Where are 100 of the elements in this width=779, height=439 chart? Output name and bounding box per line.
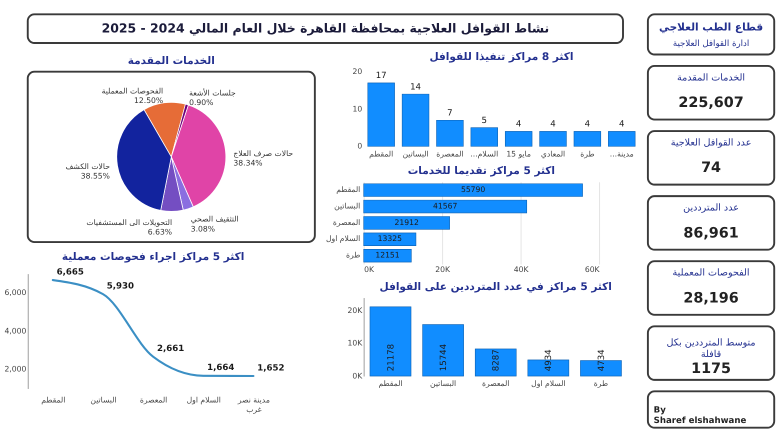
y-tick-label: طرة [346, 250, 360, 260]
bar [367, 82, 395, 147]
data-label: 6,665 [56, 267, 84, 278]
text: 225,607 [678, 95, 744, 112]
y-tick-label: المعصرة [332, 218, 360, 227]
bar [370, 306, 412, 376]
x-tick-label: المعصرة [436, 149, 464, 158]
chart-title: اكثر 8 مراكز تنفيذا للقوافل [430, 51, 574, 64]
data-label: 3.08% [190, 224, 216, 234]
x-tick-label: 40K [514, 265, 530, 274]
data-label: 14 [410, 82, 422, 92]
data-label: 38.55% [80, 172, 110, 181]
chart-title: الخدمات المقدمة [128, 55, 215, 68]
x-tick-label: البساتين [402, 149, 429, 158]
data-label: 15744 [438, 344, 449, 372]
data-label: 2,661 [156, 344, 184, 354]
bar [474, 348, 517, 376]
x-tick-label: طرة [580, 149, 595, 158]
text: ادارة القوافل العلاجية [672, 38, 750, 49]
data-label: 8287 [492, 349, 502, 372]
x-tick-label: المعصرة [482, 379, 510, 388]
slice-label: الفحوصات المعملية [102, 86, 164, 96]
data-label: 55790 [460, 185, 486, 194]
text: عدد المترددين [683, 202, 739, 214]
chart-title: اكثر 5 مراكز اجراء فحوصات معملية [62, 250, 244, 263]
slice-label: جلسات الأشعة [189, 87, 236, 98]
slice-label: التثقيف الصحي [190, 214, 239, 224]
text: عدد القوافل العلاجية [670, 137, 752, 148]
bar [436, 120, 464, 147]
x-tick-label: 15 مايو [506, 149, 531, 158]
data-label: 1,664 [207, 363, 234, 374]
text: متوسط المترددين بكل قافلة [666, 337, 756, 360]
line-series [52, 278, 254, 378]
x-tick-label: السلام اول [531, 379, 566, 388]
x-tick-label: 60K [584, 265, 601, 274]
data-label: 4934 [544, 349, 554, 372]
bar [422, 324, 464, 376]
x-tick-label: المعادي [540, 149, 566, 158]
slice-label: التحويلات الى المستشفيات [86, 218, 172, 227]
chart-title: اكثر 5 مراكز في عدد المترددين على القوافل [380, 280, 612, 293]
data-label: 12151 [375, 250, 400, 260]
x-tick-label: المقطم [41, 395, 66, 404]
bar [470, 127, 498, 147]
data-label: 17 [376, 71, 387, 82]
y-tick-label: 2,000 [4, 364, 26, 374]
data-label: 1,652 [257, 363, 284, 374]
data-label: 4 [516, 120, 522, 130]
text: 74 [701, 160, 722, 176]
bar [608, 131, 636, 147]
data-label: 5 [482, 116, 488, 126]
x-tick-label: ...مدينة [610, 149, 634, 158]
data-label: 38.34% [233, 158, 263, 168]
data-label: 4 [619, 120, 624, 130]
x-tick-label: المعصرة [140, 395, 168, 404]
x-tick-label: البساتين [90, 395, 117, 404]
data-label: 4 [550, 120, 556, 130]
data-label: 6.63% [148, 227, 172, 236]
y-tick-label: 10K [347, 338, 364, 348]
data-label: 4734 [596, 349, 607, 372]
y-tick-label: 10 [352, 104, 362, 114]
text: 1175 [691, 361, 732, 378]
bar [574, 131, 602, 147]
y-tick-label: البساتين [334, 201, 360, 210]
x-tick-label: مدينة نصر غرب [236, 395, 270, 414]
x-tick-label: البساتين [430, 379, 456, 388]
slice-label: حالات الكشف [65, 162, 110, 171]
y-tick-label: 0K [352, 371, 364, 380]
data-label: 5,930 [106, 281, 134, 292]
x-tick-label: 20K [435, 265, 451, 274]
text: نشاط القوافل العلاجية بمحافظة القاهرة خلال العام المالي 2024 - 2025 [102, 20, 550, 36]
data-label: 0.90% [189, 98, 214, 107]
x-tick-label: طرة [594, 379, 608, 388]
chart-title: اكثر 5 مراكز تقديما للخدمات [408, 165, 556, 178]
data-label: 4 [584, 120, 590, 130]
data-label: 7 [447, 108, 453, 118]
y-tick-label: السلام اول [326, 234, 360, 244]
bar [504, 131, 532, 147]
y-tick-label: 4,000 [4, 326, 26, 336]
bar [539, 131, 567, 147]
y-tick-label: المقطم [336, 185, 360, 194]
data-label: 21912 [394, 218, 419, 227]
text: By Sharef elshahwane [654, 405, 746, 426]
x-tick-label: ...السلام [470, 149, 498, 158]
y-tick-label: 20 [352, 67, 362, 76]
data-label: 41567 [433, 201, 458, 210]
y-tick-label: 6,000 [4, 288, 26, 298]
text: الفحوصات المعملية [672, 268, 750, 279]
text: قطاع الطب العلاجي [658, 22, 764, 34]
text: الخدمات المقدمة [677, 72, 746, 84]
y-tick-label: 0 [357, 142, 362, 151]
x-tick-label: المقطم [369, 149, 394, 158]
y-tick-label: 20K [347, 306, 364, 316]
text: 28,196 [683, 290, 739, 306]
data-label: 13325 [378, 234, 402, 244]
x-tick-label: المقطم [378, 379, 403, 388]
text: 86,961 [683, 225, 739, 242]
slice-label: حالات صرف العلاج [233, 148, 294, 158]
x-tick-label: 0K [364, 265, 375, 274]
data-label: 21178 [386, 344, 396, 372]
x-tick-label: السلام اول [186, 395, 221, 404]
